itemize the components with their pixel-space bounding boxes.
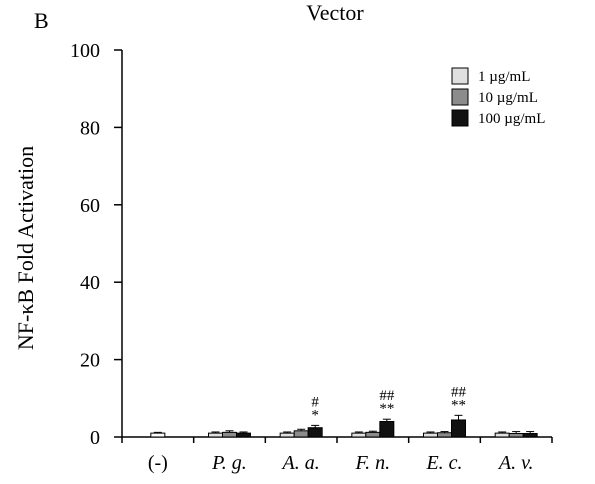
legend-label: 100 µg/mL: [478, 111, 545, 127]
bar: [293, 430, 309, 438]
significance-mark: ##: [379, 388, 395, 404]
x-ticks: (-) P. g. A. a. F. n. E. c. A. v.: [121, 437, 553, 474]
legend: 1 µg/mL 10 µg/mL 100 µg/mL: [451, 67, 545, 127]
x-tick-label: (-): [148, 452, 168, 474]
significance-mark: **: [379, 401, 394, 417]
y-tick-label: 40: [80, 272, 100, 294]
y-tick-label: 100: [70, 40, 100, 62]
y-ticks: 0 20 40 60 80 100: [70, 40, 122, 449]
significance-mark: ##: [451, 384, 467, 400]
significance-annotations: *# **##**##: [311, 384, 466, 423]
bar: [236, 432, 251, 438]
bar: [150, 432, 166, 438]
bar: [437, 432, 452, 438]
bar: [208, 432, 223, 438]
significance-mark: **: [451, 397, 466, 413]
bar: [351, 432, 367, 438]
x-tick-label: P. g.: [211, 452, 247, 474]
legend-label: 1 µg/mL: [478, 69, 530, 85]
bar: [307, 427, 323, 438]
x-tick-label: A. a.: [281, 452, 320, 474]
chart-title: Vector: [306, 0, 364, 25]
bar: [423, 432, 438, 438]
y-tick-label: 60: [80, 195, 100, 217]
y-tick-label: 20: [80, 350, 100, 372]
y-axis-label: NF-κB Fold Activation: [13, 146, 38, 350]
bar: [222, 431, 237, 438]
bar: [508, 433, 524, 438]
bar: [379, 421, 395, 438]
bar: [365, 431, 381, 438]
x-tick-label: F. n.: [355, 452, 391, 474]
legend-swatch: [451, 88, 469, 106]
bar: [494, 432, 510, 438]
x-tick-label: A. v.: [497, 452, 534, 474]
bar: [522, 433, 538, 438]
y-tick-label: 80: [80, 117, 100, 139]
significance-mark: #: [311, 394, 319, 410]
bars: [150, 414, 538, 438]
significance-mark: *: [311, 407, 319, 423]
legend-swatch: [451, 109, 469, 127]
legend-swatch: [451, 67, 469, 85]
x-tick-label: E. c.: [425, 452, 462, 474]
bar: [451, 419, 466, 438]
legend-label: 10 µg/mL: [478, 90, 538, 106]
panel-label: B: [34, 8, 49, 33]
bar: [279, 432, 295, 438]
y-tick-label: 0: [90, 427, 100, 449]
